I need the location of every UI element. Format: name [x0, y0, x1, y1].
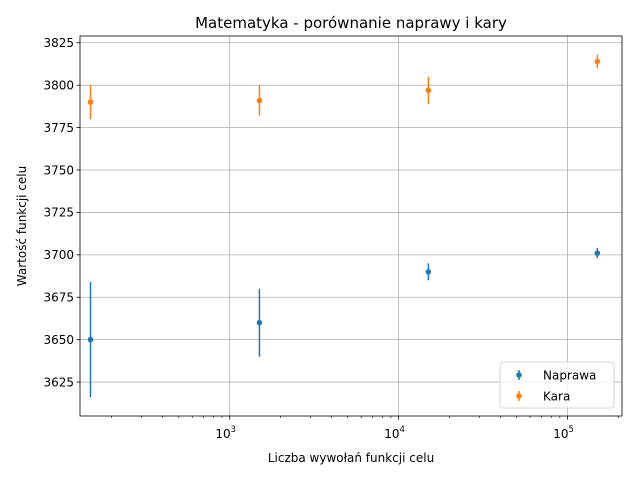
- data-point: [594, 58, 601, 65]
- series-naprawa: [87, 248, 601, 398]
- x-tick-label: 105: [553, 425, 574, 441]
- data-point: [87, 99, 94, 105]
- legend-marker-dot: [516, 372, 522, 378]
- y-axis-label: Wartość funkcji celu: [15, 166, 29, 286]
- x-tick-label-base: 10: [215, 427, 230, 441]
- legend-label-kara: Kara: [543, 389, 570, 403]
- x-tick-label-exponent: 5: [568, 425, 573, 435]
- x-tick-label: 103: [215, 425, 236, 441]
- grid-lines: [80, 36, 622, 416]
- y-tick-label: 3675: [43, 291, 74, 305]
- y-tick-label: 3625: [43, 375, 74, 389]
- y-tick-label: 3775: [43, 121, 74, 135]
- data-point: [256, 97, 263, 104]
- x-tick-label-exponent: 4: [400, 425, 405, 435]
- y-tick-label: 3825: [43, 36, 74, 50]
- data-point: [425, 87, 432, 94]
- series-kara: [87, 54, 601, 120]
- x-axis-ticks: 103 104 105: [111, 416, 619, 441]
- data-point: [594, 250, 601, 256]
- y-tick-label: 3800: [43, 78, 74, 92]
- y-tick-label: 3725: [43, 206, 74, 220]
- legend-box: [499, 361, 615, 409]
- plot-frame: [79, 35, 623, 417]
- y-tick-label: 3700: [43, 248, 74, 262]
- x-tick-label-exponent: 3: [231, 425, 236, 435]
- data-point: [87, 336, 94, 343]
- legend-marker-dot: [516, 393, 522, 399]
- legend: Naprawa Kara: [499, 361, 615, 409]
- plot-series: [87, 54, 601, 398]
- data-point: [256, 319, 263, 326]
- x-tick-label-base: 10: [384, 427, 399, 441]
- x-tick-label: 104: [384, 425, 405, 441]
- y-tick-label: 3650: [43, 333, 74, 347]
- x-axis-label: Liczba wywołań funkcji celu: [268, 451, 434, 465]
- y-tick-label: 3750: [43, 163, 74, 177]
- data-point: [425, 269, 432, 275]
- x-tick-label-base: 10: [553, 427, 568, 441]
- chart-title: Matematyka - porównanie naprawy i kary: [195, 14, 507, 32]
- y-axis-ticks: 3625 3650 3675 3700 3725 3750 3775 3800 3825: [43, 36, 80, 389]
- legend-label-naprawa: Naprawa: [543, 368, 596, 382]
